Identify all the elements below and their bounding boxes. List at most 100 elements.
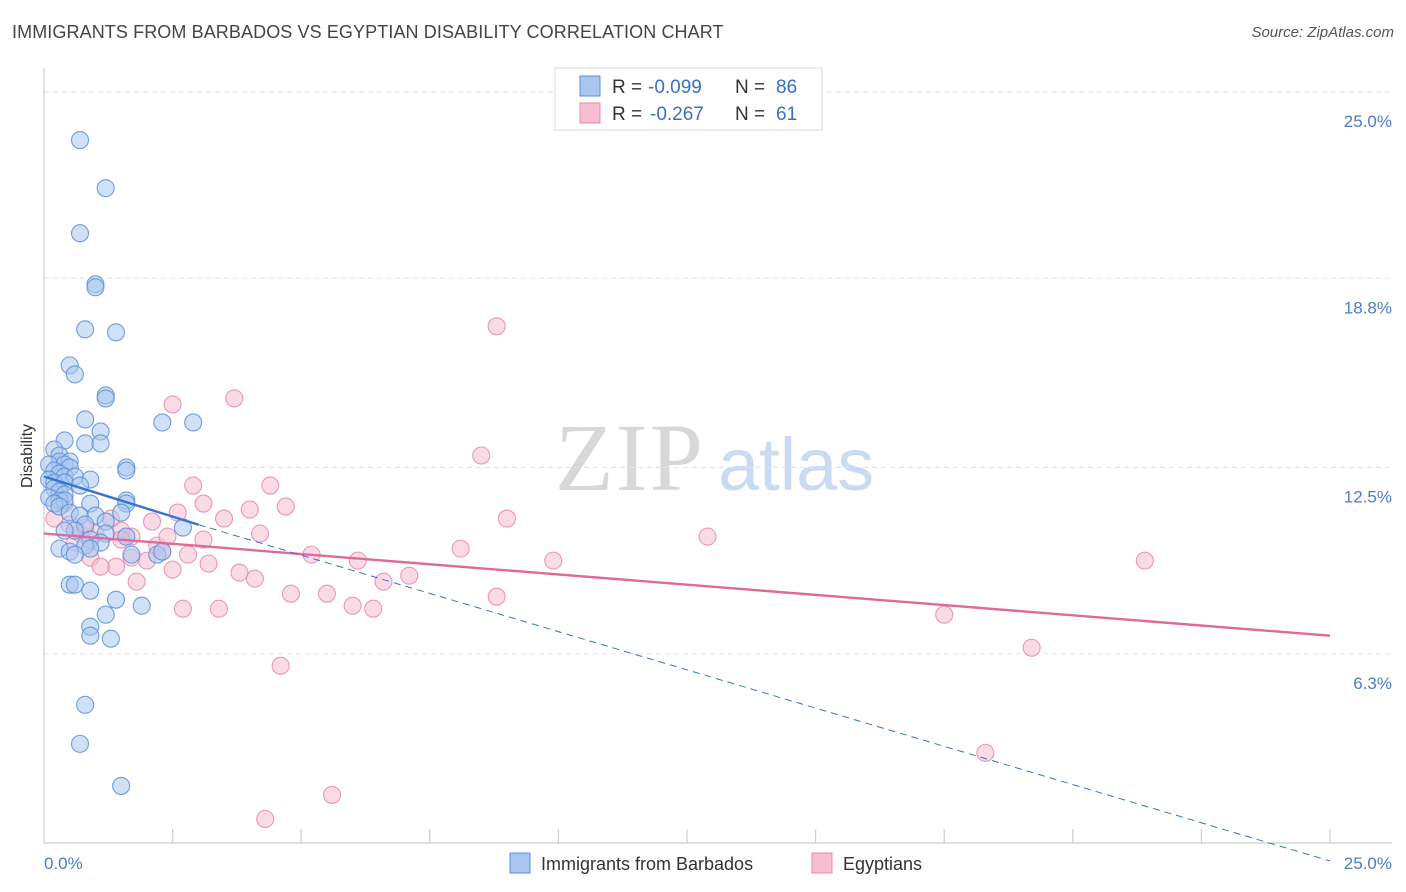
legend-n-value-barbados: 86 (776, 77, 797, 98)
barbados-point-73 (96, 605, 115, 624)
barbados-point-5 (76, 320, 95, 339)
barbados-trend-extension (198, 524, 1331, 862)
egyptians-point-43 (127, 572, 146, 591)
egyptians-point-31 (451, 539, 470, 558)
egyptians-point-14 (497, 509, 517, 528)
egyptians-point-20 (194, 530, 213, 549)
barbados-point-71 (106, 590, 126, 609)
barbados-point-72 (132, 596, 151, 615)
y-tick-label-3: 6.3% (1353, 674, 1392, 693)
egyptians-point-45 (281, 584, 300, 603)
egyptians-point-41 (245, 569, 264, 588)
barbados-point-57 (117, 527, 136, 546)
egyptians-point-38 (91, 557, 110, 576)
legend-n-label-barbados: N = (735, 77, 765, 98)
x-tick-label-min: 0.0% (44, 854, 83, 873)
egyptians-point-2 (225, 389, 244, 408)
egyptians-point-30 (698, 527, 717, 546)
barbados-point-79 (112, 776, 131, 795)
legend-n-value-egyptians: 61 (776, 104, 797, 125)
legend-r-value-barbados: -0.099 (648, 77, 702, 98)
egyptians-point-37 (106, 557, 126, 576)
egyptians-point-40 (230, 563, 249, 582)
barbados-point-77 (76, 695, 95, 714)
egyptians-point-42 (400, 566, 419, 585)
watermark-zip: ZIP (555, 404, 705, 511)
series-legend-swatch-egyptians (811, 852, 833, 874)
watermark-atlas: atlas (718, 423, 874, 506)
barbados-point-17 (91, 434, 110, 453)
chart-title: IMMIGRANTS FROM BARBADOS VS EGYPTIAN DIS… (12, 22, 724, 42)
egyptians-point-6 (194, 494, 213, 513)
chart-source: Source: ZipAtlas.com (1251, 24, 1394, 41)
y-axis-title: Disability (19, 424, 36, 488)
egyptians-point-39 (163, 560, 182, 579)
egyptians-point-50 (173, 599, 192, 618)
barbados-point-69 (65, 575, 84, 594)
barbados-trend-line (43, 475, 199, 526)
barbados-point-75 (81, 626, 100, 645)
egyptians-point-1 (163, 395, 182, 414)
egyptians-point-26 (178, 545, 198, 564)
barbados-point-26 (117, 461, 136, 480)
watermark: ZIP atlas (555, 404, 874, 511)
series-legend-swatch-barbados (509, 852, 531, 874)
legend-r-value-egyptians: -0.267 (650, 104, 704, 125)
series-legend-label-egyptians: Egyptians (843, 854, 922, 874)
barbados-point-8 (65, 365, 84, 384)
egyptians-point-52 (935, 605, 954, 624)
barbados-point-13 (184, 413, 203, 432)
barbados-point-61 (81, 539, 100, 558)
barbados-point-64 (65, 545, 84, 564)
egyptians-point-49 (364, 599, 383, 618)
legend-swatch-egyptians (579, 102, 601, 124)
egyptians-point-7 (276, 497, 295, 516)
egyptians-point-0 (487, 317, 506, 336)
y-tick-label-0: 25.0% (1344, 112, 1392, 131)
barbados-point-4 (86, 278, 105, 297)
series-legend-label-barbados: Immigrants from Barbados (541, 854, 753, 874)
egyptians-point-57 (256, 809, 275, 829)
legend-r-label-barbados: R = (612, 77, 642, 98)
barbados-point-16 (76, 434, 95, 453)
x-ticks (172, 829, 1331, 843)
barbados-point-11 (76, 410, 95, 429)
egyptians-point-53 (1022, 638, 1041, 657)
egyptians-point-8 (240, 500, 259, 519)
barbados-point-10 (96, 389, 115, 408)
legend-swatch-barbados (579, 75, 601, 97)
egyptians-point-34 (1135, 551, 1154, 570)
y-tick-label-2: 12.5% (1344, 488, 1392, 507)
y-tick-label-1: 18.8% (1344, 298, 1392, 317)
barbados-point-65 (122, 545, 141, 564)
correlation-legend: R = -0.099 N = 86 R = -0.267 N = 61 (554, 67, 823, 131)
egyptians-point-19 (250, 524, 270, 543)
egyptians-trend-line (43, 532, 1331, 637)
barbados-point-6 (106, 323, 126, 342)
egyptians-point-48 (343, 596, 362, 615)
egyptians-point-12 (142, 512, 162, 531)
egyptians-point-44 (374, 572, 393, 591)
legend-r-label-egyptians: R = (612, 104, 642, 125)
barbados-point-76 (101, 629, 120, 648)
barbados-point-1 (96, 179, 115, 198)
egyptians-point-51 (209, 599, 228, 618)
barbados-point-0 (70, 131, 90, 150)
egyptians-point-47 (487, 587, 506, 606)
egyptians-point-46 (317, 584, 336, 603)
egyptians-point-33 (544, 551, 563, 570)
trend-lines (43, 475, 1331, 862)
legend-n-label-egyptians: N = (735, 104, 765, 125)
egyptians-point-3 (472, 446, 491, 465)
barbados-point-2 (70, 224, 90, 243)
egyptians-point-13 (214, 509, 234, 528)
egyptians-point-54 (271, 656, 290, 675)
barbados-point-78 (70, 734, 90, 753)
barbados-point-67 (153, 542, 172, 561)
egyptians-points (45, 317, 1154, 829)
barbados-points (40, 131, 203, 795)
egyptians-point-4 (184, 476, 203, 495)
egyptians-point-32 (348, 551, 367, 570)
barbados-point-12 (153, 413, 172, 432)
